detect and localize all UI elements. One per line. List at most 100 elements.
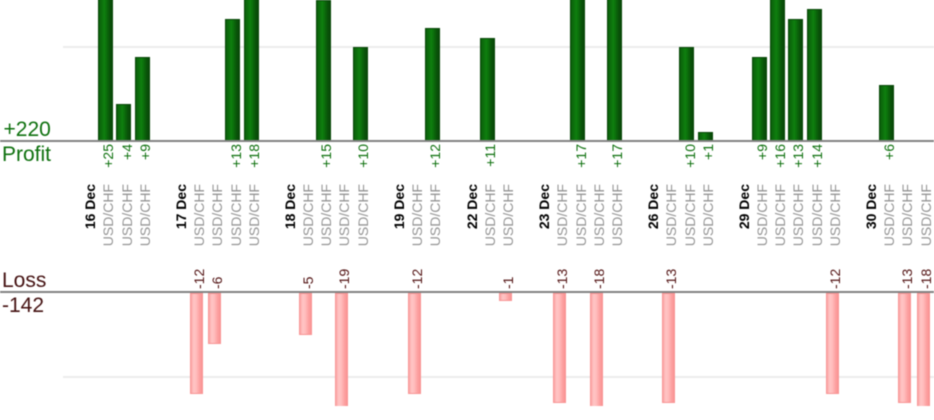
date-label: 26 Dec	[645, 184, 662, 230]
loss-bar	[498, 292, 512, 302]
profit-bar	[134, 56, 150, 142]
profit-bar	[425, 28, 441, 142]
loss-value-label: -6	[209, 276, 226, 289]
profit-total-label: +220	[3, 117, 51, 141]
symbol-label: USD/CHF	[136, 184, 153, 247]
symbol-label: USD/CHF	[663, 184, 680, 247]
date-label: 17 Dec	[173, 184, 190, 230]
symbol-label: USD/CHF	[481, 184, 498, 247]
symbol-label: USD/CHF	[227, 184, 244, 247]
loss-gridline	[62, 376, 934, 378]
symbol-label: USD/CHF	[191, 184, 208, 247]
symbol-label: USD/CHF	[409, 184, 426, 247]
profit-gridline	[62, 46, 934, 48]
profit-axis-line	[0, 140, 934, 142]
profit-bar	[352, 47, 368, 142]
symbol-label: USD/CHF	[554, 184, 571, 247]
symbol-label: USD/CHF	[245, 184, 262, 247]
date-label: 30 Dec	[863, 184, 880, 230]
profit-value-label: +11	[481, 144, 498, 167]
symbol-label: USD/CHF	[881, 184, 898, 247]
symbol-label: USD/CHF	[499, 184, 516, 247]
profit-value-label: +15	[318, 144, 335, 168]
profit-value-label: +12	[427, 144, 444, 168]
profit-value-label: +1	[699, 144, 716, 161]
loss-bar	[553, 292, 567, 403]
loss-chart	[0, 292, 934, 407]
profit-bar	[116, 104, 132, 142]
profit-value-label: +9	[136, 144, 153, 161]
symbol-label: USD/CHF	[336, 184, 353, 247]
profit-value-label: +13	[790, 144, 807, 168]
profit-bar	[243, 0, 259, 142]
symbol-label: USD/CHF	[681, 184, 698, 247]
symbol-label: USD/CHF	[318, 184, 335, 247]
symbol-label: USD/CHF	[354, 184, 371, 247]
profit-bar	[770, 0, 786, 142]
loss-value-label: -12	[409, 268, 426, 289]
profit-bar	[570, 0, 586, 142]
loss-bar	[589, 292, 603, 407]
profit-value-label: +16	[772, 144, 789, 168]
loss-value-label: -18	[590, 268, 607, 289]
loss-axis-line	[0, 291, 934, 293]
symbol-label: USD/CHF	[772, 184, 789, 247]
loss-value-label: -12	[826, 268, 843, 289]
symbol-label: USD/CHF	[917, 184, 934, 247]
profit-value-label: +17	[572, 144, 589, 168]
loss-value-label: -13	[554, 268, 571, 289]
profit-bar	[225, 18, 241, 142]
loss-bar	[190, 292, 204, 395]
symbol-label: USD/CHF	[754, 184, 771, 247]
profit-bar	[752, 56, 768, 142]
profit-bar	[98, 0, 114, 142]
date-label: 19 Dec	[390, 184, 407, 230]
profit-caption-label: Profit	[2, 143, 52, 167]
loss-value-label: -13	[899, 268, 916, 289]
loss-value-label: -13	[663, 268, 680, 289]
profit-bar	[606, 0, 622, 142]
symbol-label: USD/CHF	[590, 184, 607, 247]
loss-value-label: -12	[191, 268, 208, 289]
symbol-label: USD/CHF	[826, 184, 843, 247]
profit-value-label: +4	[118, 144, 135, 161]
symbol-label: USD/CHF	[118, 184, 135, 247]
loss-value-label: -19	[336, 268, 353, 289]
loss-bar	[408, 292, 422, 395]
profit-value-label: +14	[808, 144, 825, 168]
date-label: 16 Dec	[82, 184, 99, 230]
loss-bar	[898, 292, 912, 403]
symbol-label: USD/CHF	[300, 184, 317, 247]
date-label: 22 Dec	[463, 184, 480, 230]
date-label: 18 Dec	[282, 184, 298, 230]
loss-bar	[299, 292, 313, 336]
loss-total-label: -142	[2, 293, 45, 317]
loss-bar	[208, 292, 222, 344]
profit-bar	[316, 0, 332, 142]
symbol-label: USD/CHF	[100, 184, 117, 247]
symbol-label: USD/CHF	[699, 184, 716, 247]
symbol-label: USD/CHF	[790, 184, 807, 247]
symbol-label: USD/CHF	[899, 184, 916, 247]
profit-value-label: +6	[881, 144, 898, 161]
profit-bar	[806, 9, 822, 142]
loss-caption-label: Loss	[2, 269, 47, 293]
symbol-label: USD/CHF	[572, 184, 589, 247]
loss-bar	[662, 292, 676, 403]
symbol-label: USD/CHF	[608, 184, 625, 247]
date-label: 23 Dec	[536, 184, 553, 230]
symbol-label: USD/CHF	[808, 184, 825, 247]
profit-bar	[788, 18, 804, 142]
profit-value-label: +10	[354, 144, 371, 168]
profit-value-label: +18	[245, 144, 262, 168]
symbol-label: USD/CHF	[427, 184, 444, 247]
profit-bar	[879, 85, 895, 142]
profit-value-label: +13	[227, 144, 244, 168]
profit-value-label: +10	[681, 144, 698, 168]
loss-value-label: -18	[917, 268, 934, 289]
symbol-label: USD/CHF	[209, 184, 226, 247]
loss-value-label: -1	[499, 276, 516, 289]
profit-value-label: +9	[754, 144, 771, 161]
date-label: 29 Dec	[736, 184, 752, 230]
